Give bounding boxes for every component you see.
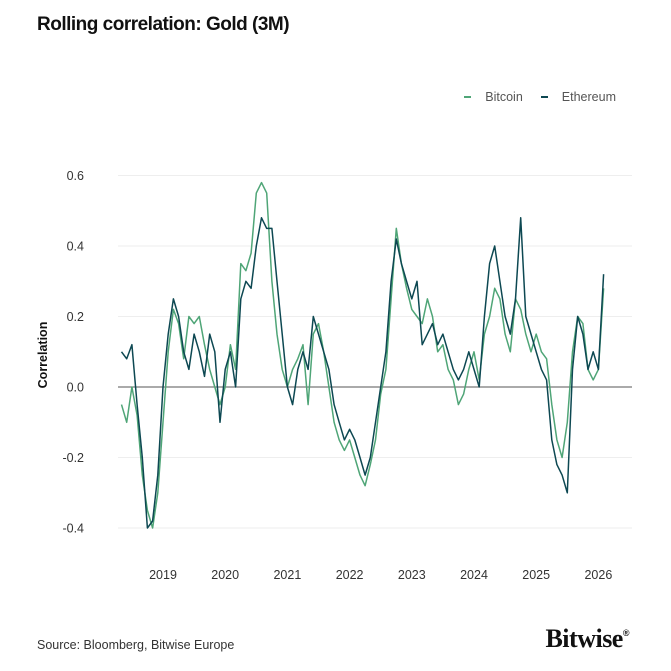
- y-axis-label: Correlation: [36, 322, 50, 389]
- x-tick-label: 2019: [149, 568, 177, 582]
- legend-item-ethereum: Ethereum: [540, 90, 616, 104]
- y-tick-label: -0.4: [62, 522, 84, 536]
- bitwise-logo: Bitwise®: [545, 624, 629, 654]
- ethereum-swatch: [540, 96, 548, 98]
- y-tick-label: 0.4: [67, 240, 84, 254]
- legend: Bitcoin Ethereum: [464, 90, 616, 104]
- logo-mark: ®: [622, 628, 630, 638]
- logo-text: Bitwise: [545, 624, 623, 653]
- legend-label-bitcoin: Bitcoin: [485, 90, 523, 104]
- x-tick-label: 2026: [584, 568, 612, 582]
- chart-title: Rolling correlation: Gold (3M): [37, 14, 290, 35]
- x-tick-label: 2023: [398, 568, 426, 582]
- y-tick-label: 0.6: [67, 169, 84, 183]
- series-line-bitcoin: [120, 181, 605, 529]
- y-tick-label: 0.0: [67, 381, 84, 395]
- legend-label-ethereum: Ethereum: [561, 90, 616, 104]
- y-tick-label: 0.2: [67, 310, 84, 324]
- legend-item-bitcoin: Bitcoin: [464, 90, 523, 104]
- bitcoin-swatch: [464, 96, 472, 98]
- y-tick-label: -0.2: [62, 451, 84, 465]
- source-note: Source: Bloomberg, Bitwise Europe: [37, 638, 235, 652]
- series-line-ethereum: [120, 217, 605, 529]
- x-tick-label: 2020: [211, 568, 239, 582]
- x-tick-label: 2022: [336, 568, 364, 582]
- x-tick-label: 2024: [460, 568, 488, 582]
- x-tick-label: 2021: [273, 568, 301, 582]
- x-tick-label: 2025: [522, 568, 550, 582]
